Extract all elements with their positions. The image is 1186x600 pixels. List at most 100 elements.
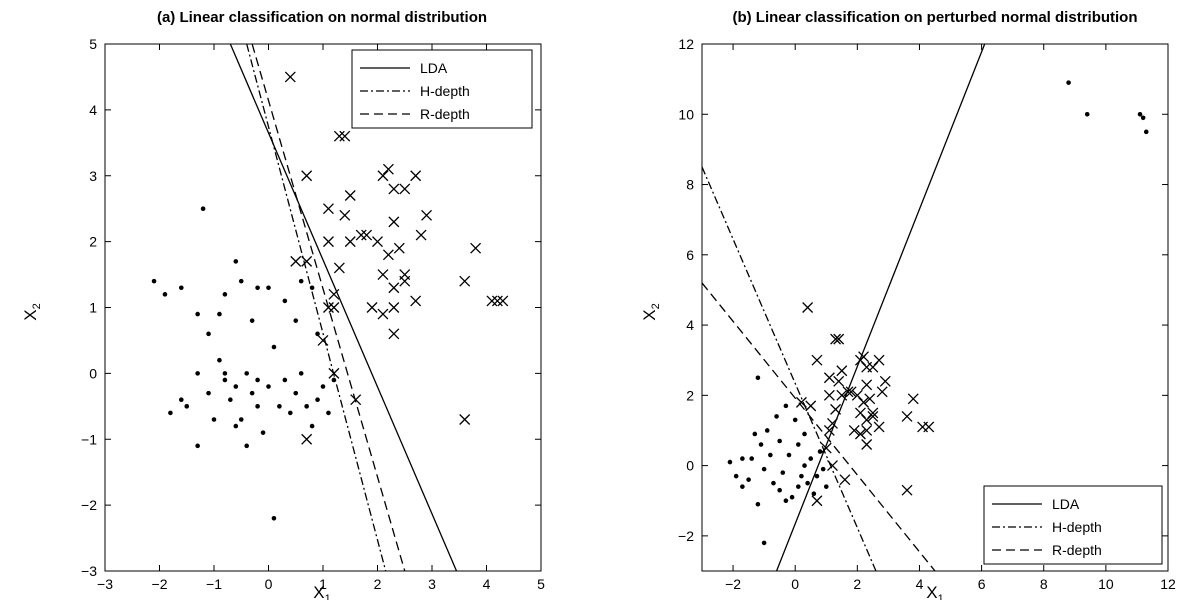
- panel-b-cross-point: [861, 425, 873, 436]
- panel-b-legend-lda: LDA: [1052, 496, 1080, 512]
- panel-b-points: [727, 80, 1149, 546]
- panel-a-dot-point: [222, 377, 228, 383]
- panel-a-dot-point: [195, 371, 200, 376]
- panel-b-cross-point: [823, 425, 835, 436]
- panel-a-cross-point: [388, 183, 400, 195]
- panel-a-legend-hdepth: H-depth: [420, 83, 470, 99]
- panel-a-cross-point: [333, 130, 345, 142]
- panel-a-dot-point: [320, 384, 326, 389]
- panel-a-dot-point: [200, 206, 206, 211]
- panel-b-boundaries: [701, 43, 986, 572]
- panel-b-ytick-label: 0: [686, 458, 694, 474]
- panel-b-cross-point: [845, 386, 857, 398]
- panel-b-xtick-label: 10: [1098, 576, 1114, 592]
- panel-a-dot-point: [184, 404, 190, 409]
- panel-a-cross-point: [382, 163, 394, 175]
- panel-a-dot-point: [255, 404, 260, 409]
- panel-b-dot-point: [774, 414, 779, 419]
- panel-a-xtick-label: 0: [265, 576, 273, 592]
- panel-a-cross-point: [361, 229, 373, 241]
- panel-a-dot-point: [255, 377, 260, 383]
- panel-b-ticks: −2 0 2 4 6 8 10 12 −2 0 2 4 6 8 10 12: [678, 36, 1176, 592]
- panel-b-dot-point: [727, 459, 733, 465]
- panel-a-dot-point: [271, 344, 277, 350]
- panel-b-cross-point: [823, 389, 835, 401]
- panel-a-dot-point: [293, 318, 299, 323]
- panel-b-dot-point: [777, 487, 782, 493]
- panel-a-cross-point: [328, 302, 340, 313]
- panel-b-ylabel: X2: [640, 303, 662, 320]
- panel-b-cross-point: [820, 442, 832, 454]
- panel-a-dot-point: [315, 331, 320, 337]
- panel-b-dot-point: [761, 540, 767, 546]
- panel-b-cross-point: [867, 407, 879, 419]
- panel-b-ytick-label: 6: [686, 247, 694, 263]
- panel-b-dot-point: [740, 484, 745, 489]
- panel-a-dot-point: [309, 423, 315, 429]
- panel-b-cross-point: [858, 396, 870, 408]
- panel-b-dot-point: [761, 466, 767, 472]
- panel-a-cross-point: [399, 183, 411, 195]
- panel-b-dot-point: [808, 456, 814, 461]
- panel-b-dot-point: [811, 491, 817, 497]
- panel-a-dot-point: [179, 285, 184, 291]
- panel-a-ytick-label: 4: [89, 102, 97, 118]
- panel-a-dot-point: [298, 278, 304, 284]
- panel-a-xtick-label: 5: [537, 576, 545, 592]
- panel-b-ytick-label: 10: [678, 106, 694, 122]
- panel-a-dot-point: [217, 311, 222, 317]
- panel-b-dot-point: [740, 456, 745, 461]
- panel-b-cross-point: [873, 421, 885, 433]
- panel-b-legend-rdepth: R-depth: [1052, 542, 1102, 558]
- panel-b-dot-point: [814, 473, 820, 479]
- panel-b-ytick-label: 8: [686, 177, 694, 193]
- panel-b-dot-point: [789, 494, 795, 500]
- panel-a-cross-point: [333, 262, 345, 274]
- panel-b-cross-point: [827, 417, 838, 429]
- panel-b-cross-point: [923, 421, 935, 433]
- panel-b-cross-point: [901, 484, 913, 496]
- panel-b-xtick-label: 8: [1040, 576, 1048, 592]
- panel-b-dot-point: [733, 473, 739, 479]
- panel-a-ytick-label: 1: [89, 300, 97, 316]
- panel-a-ytick-label: −2: [81, 497, 97, 513]
- panel-b-ytick-label: −2: [678, 528, 694, 544]
- panel-b-xtick-label: 0: [791, 576, 799, 592]
- panel-a-dot-point: [233, 423, 239, 429]
- panel-b: (b) Linear classification on perturbed n…: [640, 9, 1176, 600]
- panel-a-cross-point: [322, 203, 334, 215]
- panel-a-cross-point: [377, 170, 389, 182]
- panel-b-xtick-label: 2: [853, 576, 861, 592]
- panel-b-dot-point: [780, 470, 786, 475]
- panel-a-cross-point: [382, 249, 394, 261]
- panel-b-cross-point: [802, 302, 814, 313]
- panel-a-cross-point: [410, 170, 422, 182]
- panel-b-line-hdepth: [701, 166, 877, 572]
- panel-a-dot-point: [288, 410, 293, 416]
- panel-a-cross-point: [284, 71, 296, 83]
- panel-a-cross-point: [366, 302, 378, 313]
- panel-a-dot-point: [282, 377, 288, 383]
- panel-a-cross-point: [301, 433, 313, 445]
- panel-a-cross-point: [388, 216, 400, 228]
- panel-b-xlabel: X1: [926, 583, 943, 600]
- panel-b-dot-point: [783, 403, 789, 409]
- panel-a-legend-box: [351, 49, 533, 129]
- panel-b-ytick-label: 4: [686, 317, 694, 333]
- panel-b-cross-point: [907, 393, 919, 405]
- panel-a-dot-point: [266, 285, 271, 291]
- panel-a-cross-point: [301, 255, 313, 267]
- panel-a-dot-point: [255, 285, 260, 291]
- panel-b-cross-point: [805, 400, 817, 412]
- panel-a-xtick-label: 4: [483, 576, 491, 592]
- panel-a-dot-point: [249, 318, 255, 323]
- panel-a-cross-point: [486, 295, 498, 307]
- panel-a-ytick-label: 2: [89, 234, 97, 250]
- panel-b-dot-point: [792, 417, 798, 423]
- panel-a-cross-point: [377, 308, 389, 320]
- panel-b-dot-point: [764, 428, 770, 433]
- panel-a-cross-point: [459, 414, 471, 425]
- panel-a-xtick-label: −1: [206, 576, 222, 592]
- panel-a-dot-point: [260, 430, 266, 435]
- panel-a-dot-point: [195, 311, 200, 317]
